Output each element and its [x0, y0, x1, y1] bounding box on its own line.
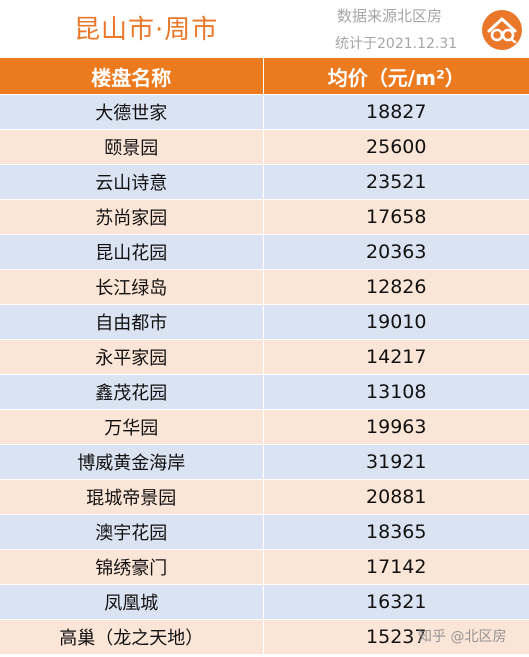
- property-name-cell: 博威黄金海岸: [0, 444, 264, 480]
- average-price-cell: 17142: [263, 549, 529, 585]
- property-name-cell: 万华园: [0, 409, 264, 445]
- property-name-cell: 凤凰城: [0, 584, 264, 620]
- average-price-cell: 20363: [263, 234, 529, 270]
- property-name-cell: 高巢（龙之天地）: [0, 619, 264, 655]
- property-name-cell: 长江绿岛: [0, 269, 264, 305]
- property-name-cell: 锦绣豪门: [0, 549, 264, 585]
- table-row: 锦绣豪门 17142: [0, 549, 529, 585]
- average-price-cell: 17658: [263, 199, 529, 235]
- watermark: 知乎 @北区房: [418, 629, 507, 645]
- table-row: 鑫茂花园 13108: [0, 374, 529, 410]
- property-name-cell: 琨城帝景园: [0, 479, 264, 515]
- table-row: 万华园 19963: [0, 409, 529, 445]
- table-header-row: 楼盘名称 均价（元/m²）: [0, 58, 529, 95]
- table-row: 凤凰城 16321: [0, 584, 529, 620]
- page-title: 昆山市·周市: [74, 15, 219, 45]
- property-name-cell: 颐景园: [0, 129, 264, 165]
- average-price-cell: 15237: [263, 619, 529, 655]
- average-price-cell: 20881: [263, 479, 529, 515]
- property-name-cell: 永平家园: [0, 339, 264, 375]
- property-name-cell: 澳宇花园: [0, 514, 264, 550]
- property-name-cell: 大德世家: [0, 94, 264, 130]
- property-name-cell: 苏尚家园: [0, 199, 264, 235]
- property-name-cell: 自由都市: [0, 304, 264, 340]
- data-source-note: 数据来源北区房: [337, 7, 443, 25]
- price-table: 楼盘名称 均价（元/m²） 大德世家 18827 颐景园 25600 云山诗意 23521…: [0, 58, 529, 655]
- average-price-cell: 18365: [263, 514, 529, 550]
- table-row: 高巢（龙之天地） 15237: [0, 619, 529, 655]
- average-price-cell: 12826: [263, 269, 529, 305]
- header: 昆山市·周市 数据来源北区房 统计于2021.12.31: [0, 0, 529, 58]
- column-header-price: 均价（元/m²）: [263, 58, 529, 95]
- table-row: 昆山花园 20363: [0, 234, 529, 270]
- table-row: 长江绿岛 12826: [0, 269, 529, 305]
- table-row: 琨城帝景园 20881: [0, 479, 529, 515]
- average-price-cell: 18827: [263, 94, 529, 130]
- average-price-cell: 14217: [263, 339, 529, 375]
- table-row: 博威黄金海岸 31921: [0, 444, 529, 480]
- property-name-cell: 鑫茂花园: [0, 374, 264, 410]
- table-row: 澳宇花园 18365: [0, 514, 529, 550]
- property-name-cell: 昆山花园: [0, 234, 264, 270]
- column-header-name: 楼盘名称: [0, 58, 264, 95]
- table-row: 颐景园 25600: [0, 129, 529, 165]
- house-logo-icon: [482, 10, 522, 50]
- average-price-cell: 19010: [263, 304, 529, 340]
- average-price-cell: 19963: [263, 409, 529, 445]
- average-price-cell: 25600: [263, 129, 529, 165]
- property-name-cell: 云山诗意: [0, 164, 264, 200]
- average-price-cell: 23521: [263, 164, 529, 200]
- table-row: 永平家园 14217: [0, 339, 529, 375]
- table-row: 苏尚家园 17658: [0, 199, 529, 235]
- average-price-cell: 31921: [263, 444, 529, 480]
- table-row: 自由都市 19010: [0, 304, 529, 340]
- stat-date-note: 统计于2021.12.31: [335, 36, 458, 52]
- average-price-cell: 13108: [263, 374, 529, 410]
- average-price-cell: 16321: [263, 584, 529, 620]
- table-row: 大德世家 18827: [0, 94, 529, 130]
- table-row: 云山诗意 23521: [0, 164, 529, 200]
